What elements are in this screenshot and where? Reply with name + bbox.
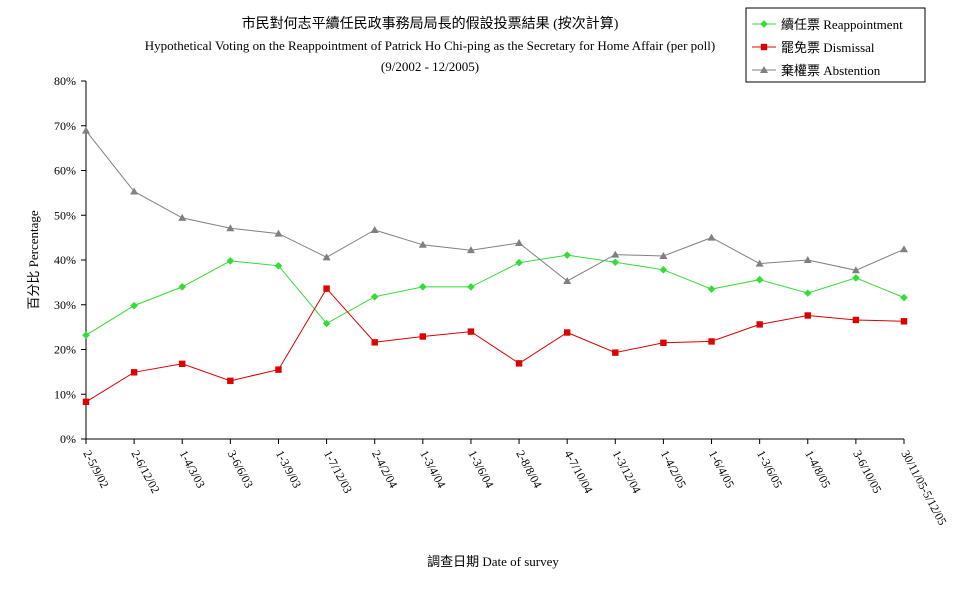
legend-label: 棄權票 Abstention [781, 63, 881, 78]
plot-area: 0% 10% 20% 30% 40% 50% 60% 70% 80% 2-5/9/02 2-6/12… [54, 74, 950, 528]
data-point [274, 229, 283, 237]
data-point [708, 338, 715, 345]
data-point [851, 266, 860, 274]
legend-label: 續任票 Reappointment [781, 17, 903, 32]
legend-marker [760, 43, 768, 51]
x-tick-label: 2-6/12/02 [128, 448, 162, 496]
series-line-0 [85, 254, 905, 336]
x-tick-label: 1-3/9/03 [273, 448, 304, 490]
data-point [82, 331, 90, 339]
x-tick-label: 1-3/6/05 [754, 448, 785, 490]
legend-marker [760, 20, 768, 28]
data-point [707, 285, 716, 293]
x-tick-label: 3-6/6/03 [225, 448, 256, 490]
data-point [419, 333, 427, 340]
data-point [275, 366, 282, 373]
data-point [563, 251, 571, 259]
x-tick-label: 1-6/4/05 [706, 448, 737, 490]
legend-marker [760, 66, 768, 73]
data-point [130, 369, 138, 376]
y-tick-label: 0% [60, 432, 76, 446]
y-tick-label: 30% [54, 298, 76, 312]
x-tick-label: 3-6/10/05 [850, 448, 884, 496]
y-tick-label: 60% [54, 164, 76, 178]
data-point [322, 319, 331, 328]
data-point [611, 250, 620, 258]
x-tick-label: 2-5/9/02 [80, 448, 111, 490]
y-tick-label: 40% [54, 253, 76, 267]
data-point [900, 293, 908, 302]
x-tick-label: 1-3/12/04 [610, 448, 644, 496]
data-point [659, 266, 668, 274]
x-tick-label: 1-4/2/05 [658, 448, 689, 490]
data-point [660, 339, 667, 346]
data-point [515, 258, 523, 267]
y-tick-label: 50% [54, 208, 76, 222]
x-tick-label: 30/11/05-5/12/05 [898, 448, 949, 528]
data-point [82, 398, 90, 406]
data-point [755, 259, 764, 267]
data-point [226, 224, 235, 232]
data-point [130, 301, 138, 310]
y-tick-label: 20% [54, 343, 76, 357]
legend-label: 罷免票 Dismissal [781, 40, 875, 55]
data-point [226, 257, 235, 265]
y-tick-label: 10% [54, 387, 76, 401]
data-point [178, 283, 187, 291]
data-point [804, 312, 811, 319]
data-point [803, 256, 812, 263]
y-tick-label: 80% [54, 74, 76, 88]
data-point [178, 213, 187, 221]
x-tick-label: 1-3/4/04 [417, 448, 448, 490]
x-tick-label: 4-7/10/04 [562, 448, 596, 496]
data-point [418, 240, 427, 248]
data-point [370, 292, 379, 301]
x-tick-label: 1-4/3/03 [177, 448, 208, 490]
data-point [322, 253, 331, 261]
data-point [852, 316, 860, 324]
data-point [179, 360, 186, 368]
x-tick-label: 2-4/2/04 [369, 448, 400, 490]
chart-subtitle: Hypothetical Voting on the Reappointment… [145, 38, 715, 53]
chart-period: (9/2002 - 12/2005) [381, 59, 479, 74]
x-tick-label: 1-3/6/04 [465, 448, 496, 490]
data-point [612, 349, 619, 356]
data-point [467, 283, 475, 291]
data-point [227, 377, 234, 385]
data-point [371, 339, 378, 346]
y-tick-label: 70% [54, 119, 76, 133]
data-point [82, 126, 90, 134]
data-point [130, 187, 139, 195]
data-point [563, 277, 572, 285]
legend: 續任票 Reappointment 罷免票 Dismissal 棄權票 Absten… [745, 7, 926, 83]
data-point [756, 321, 763, 328]
x-tick-label: 1-7/12/03 [321, 448, 355, 496]
data-point [563, 329, 571, 336]
x-axis-label: 調查日期 Date of survey [427, 554, 559, 569]
data-point [370, 226, 379, 234]
data-point [852, 274, 860, 282]
data-point [900, 245, 908, 253]
data-point [467, 328, 475, 335]
data-point [659, 251, 668, 259]
data-point [900, 318, 908, 325]
data-point [323, 285, 330, 292]
data-point [466, 246, 475, 254]
x-tick-label: 1-4/8/05 [802, 448, 833, 490]
data-point [707, 233, 716, 241]
chart-title: 市民對何志平續任民政事務局局長的假設投票結果 (按次計算) [242, 15, 619, 32]
data-point [755, 275, 764, 284]
y-axis-label: 百分比 Percentage [26, 210, 41, 310]
data-point [419, 283, 427, 291]
series-line-2 [85, 130, 905, 282]
data-point [803, 289, 812, 297]
data-point [274, 262, 283, 270]
series-line-1 [85, 287, 905, 403]
data-point [611, 258, 620, 267]
x-tick-label: 2-8/8/04 [513, 448, 544, 490]
data-point [515, 238, 524, 246]
data-point [515, 360, 523, 367]
